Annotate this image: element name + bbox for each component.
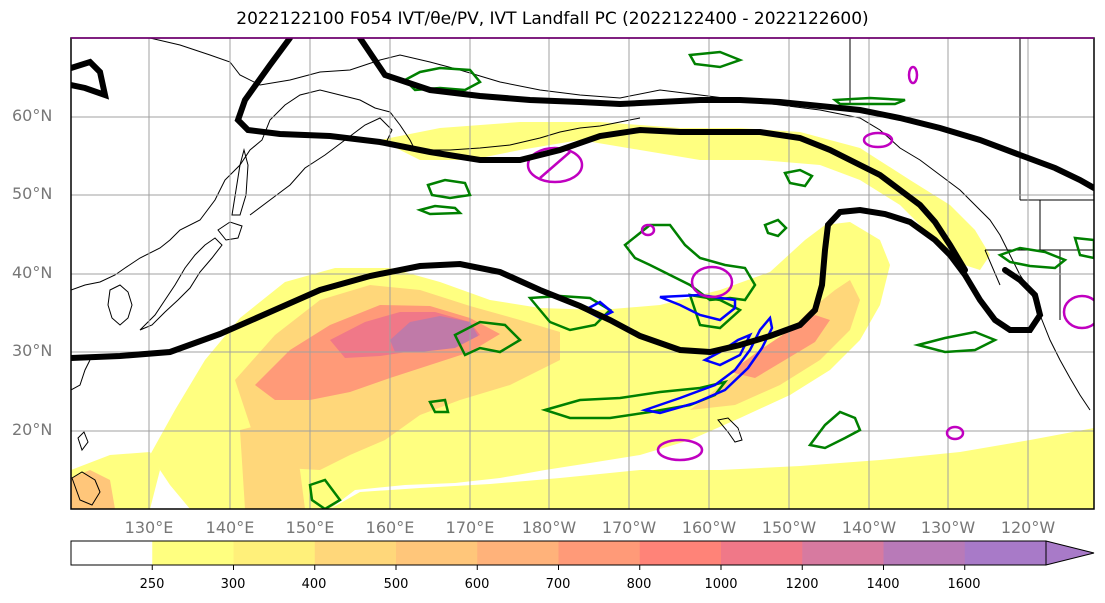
pv-contours [308, 50, 1094, 509]
ivt-band-700-east [730, 315, 830, 378]
colorbar-cell [721, 541, 803, 565]
lat-label-60n: 60°N [12, 106, 53, 125]
lat-label-30n: 30°N [12, 341, 53, 360]
lon-label-160w: 160°W [681, 518, 737, 537]
colorbar-extend-arrow [1045, 540, 1095, 566]
colorbar-cell [71, 541, 153, 565]
colorbar-tick-label: 700 [545, 577, 571, 592]
lon-label-140e: 140°E [205, 518, 255, 537]
colorbar-tick-label: 500 [383, 577, 409, 592]
colorbar-tick-label: 1400 [866, 577, 900, 592]
colorbar-cell [802, 541, 884, 565]
colorbar-tick-label: 600 [464, 577, 490, 592]
theta-e-north [234, 38, 968, 273]
aleutians [420, 117, 641, 151]
lon-label-150e: 150°E [285, 518, 335, 537]
colorbar-cell [883, 541, 966, 565]
colorbar-cell [314, 541, 397, 565]
hokkaido [217, 221, 243, 241]
gridlines [71, 38, 1094, 509]
map-area [71, 38, 1094, 509]
colorbar-cell [477, 541, 559, 565]
ivt-fill [71, 122, 1094, 509]
lon-label-180w: 180°W [521, 518, 577, 537]
map-title: 2022122100 F054 IVT/θe/PV, IVT Landfall … [236, 9, 869, 29]
lon-label-130e: 130°E [124, 518, 174, 537]
colorbar-cell [639, 541, 722, 565]
ivt-band-400-stem [240, 420, 305, 509]
colorbar [70, 540, 1095, 570]
sakhalin [231, 148, 249, 216]
lon-label-130w: 130°W [920, 518, 976, 537]
colorbar-cell [558, 541, 641, 565]
korea [107, 284, 133, 326]
lon-label-140w: 140°W [841, 518, 897, 537]
lon-label-170e: 170°E [445, 518, 495, 537]
colorbar-tick-label: 400 [301, 577, 327, 592]
colorbar-cell [964, 541, 1047, 565]
hawaii [717, 417, 743, 443]
ivt-landfall-pc [526, 65, 1094, 462]
ivt-band-400-sw [71, 470, 115, 509]
colorbar-cell [152, 541, 234, 565]
lon-label-170w: 170°W [601, 518, 657, 537]
lat-label-20n: 20°N [12, 420, 53, 439]
us-states [984, 200, 1061, 320]
philippines [71, 471, 101, 506]
theta-e-top [357, 38, 1094, 191]
theta-e-south [71, 206, 1044, 361]
china-east [71, 359, 91, 391]
colorbar-tick-label: 1000 [704, 577, 738, 592]
lon-label-120w: 120°W [1000, 518, 1056, 537]
lat-label-50n: 50°N [12, 184, 53, 203]
canada-border [849, 38, 1094, 251]
colorbar-cell [233, 541, 316, 565]
ivt-band-1400 [390, 316, 478, 352]
colorbar-cell [396, 541, 478, 565]
lat-label-40n: 40°N [12, 263, 53, 282]
lon-label-160e: 160°E [365, 518, 415, 537]
asia-coast [71, 89, 416, 291]
colorbar-tick-label: 1600 [947, 577, 981, 592]
colorbar-tick-label: 300 [220, 577, 246, 592]
theta-e-contours [71, 38, 1094, 361]
colorbar-tick-label: 800 [626, 577, 652, 592]
colorbar-tick-label: 250 [139, 577, 165, 592]
taiwan [77, 431, 89, 452]
japan [139, 237, 223, 331]
ivt-band-250-north [380, 122, 990, 270]
ivt-band-250-south [330, 428, 1094, 509]
kuril-kamchatka [249, 117, 393, 216]
colorbar-tick-label: 1200 [785, 577, 819, 592]
theta-e-west [71, 58, 110, 100]
lon-label-150w: 150°W [761, 518, 817, 537]
